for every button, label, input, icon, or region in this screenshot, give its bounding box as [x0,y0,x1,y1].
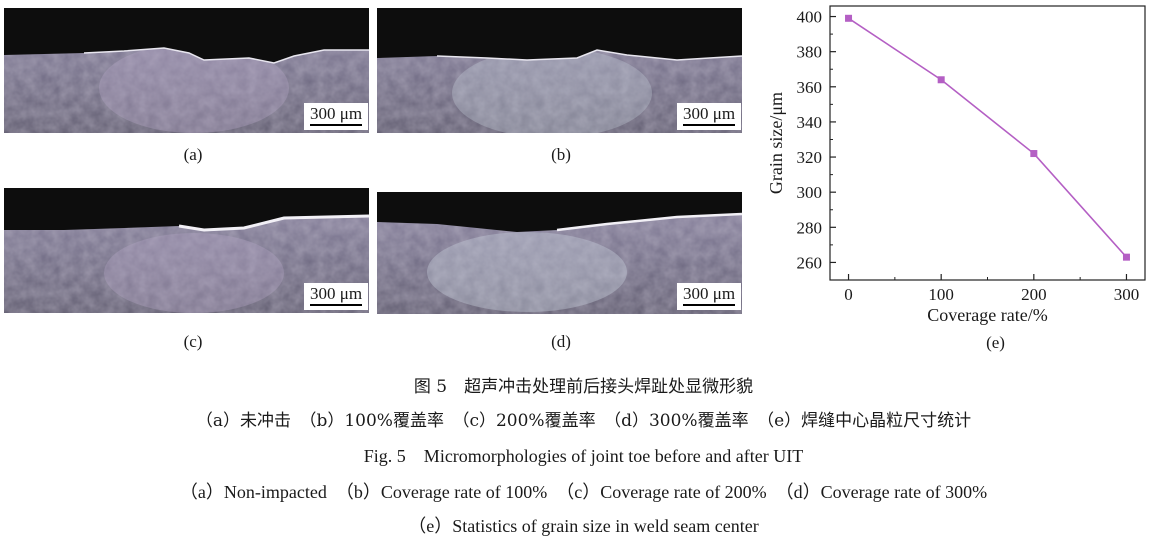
scale-label-a: 300 μm [309,104,363,123]
caption-en-subfigures-2: （e）Statistics of grain size in weld seam… [408,516,759,536]
caption-en-subfigures-1: （a）Non-impacted （b）Coverage rate of 100%… [179,482,988,502]
x-tick-label: 100 [928,285,954,304]
caption-cn-subfigures: （a）未冲击 （b）100%覆盖率 （c）200%覆盖率 （d）300%覆盖率 … [195,411,972,431]
caption-en-title: Fig. 5 Micromorphologies of joint toe be… [363,446,804,466]
panel-label-a: (a) [183,145,203,164]
panel-label-d: (d) [551,332,571,351]
scale-bar-a: 300 μm [304,103,368,130]
scale-label-c: 300 μm [309,284,363,303]
scale-label-b: 300 μm [682,104,736,123]
y-tick-label: 400 [797,8,823,27]
y-tick-label: 340 [797,113,823,132]
y-tick-label: 380 [797,43,823,62]
data-point [1030,150,1038,158]
scale-bar-c: 300 μm [304,283,368,310]
scale-bar-d: 300 μm [677,283,741,310]
scale-line-a [310,124,362,126]
scale-line-b [683,124,735,126]
x-tick-label: 300 [1114,285,1140,304]
x-axis-title: Coverage rate/% [927,305,1047,325]
y-tick-label: 280 [797,218,823,237]
panel-label-e: (e) [986,333,1005,352]
series-line [848,17,1128,258]
y-tick-label: 360 [797,78,823,97]
micrograph-a [4,8,369,133]
y-tick-label: 300 [797,183,823,202]
plot-frame [829,5,1146,281]
data-point [1122,253,1130,261]
scale-line-d [683,304,735,306]
scale-bar-b: 300 μm [677,103,741,130]
y-axis-title: Grain size/μm [766,92,786,194]
data-point [845,14,853,22]
y-tick-label: 260 [797,253,823,272]
scale-label-d: 300 μm [682,284,736,303]
panel-label-b: (b) [551,145,571,164]
scale-line-c [310,304,362,306]
x-tick-label: 0 [844,285,853,304]
panel-label-c: (c) [183,332,203,351]
caption-cn-title: 图 5 超声冲击处理前后接头焊趾处显微形貌 [413,377,754,397]
y-tick-label: 320 [797,148,823,167]
x-tick-label: 200 [1021,285,1047,304]
grain-size-chart: 260 280 300 320 340 360 380 400 0 100 200 300 Covera… [766,5,1146,352]
data-point [937,76,945,84]
